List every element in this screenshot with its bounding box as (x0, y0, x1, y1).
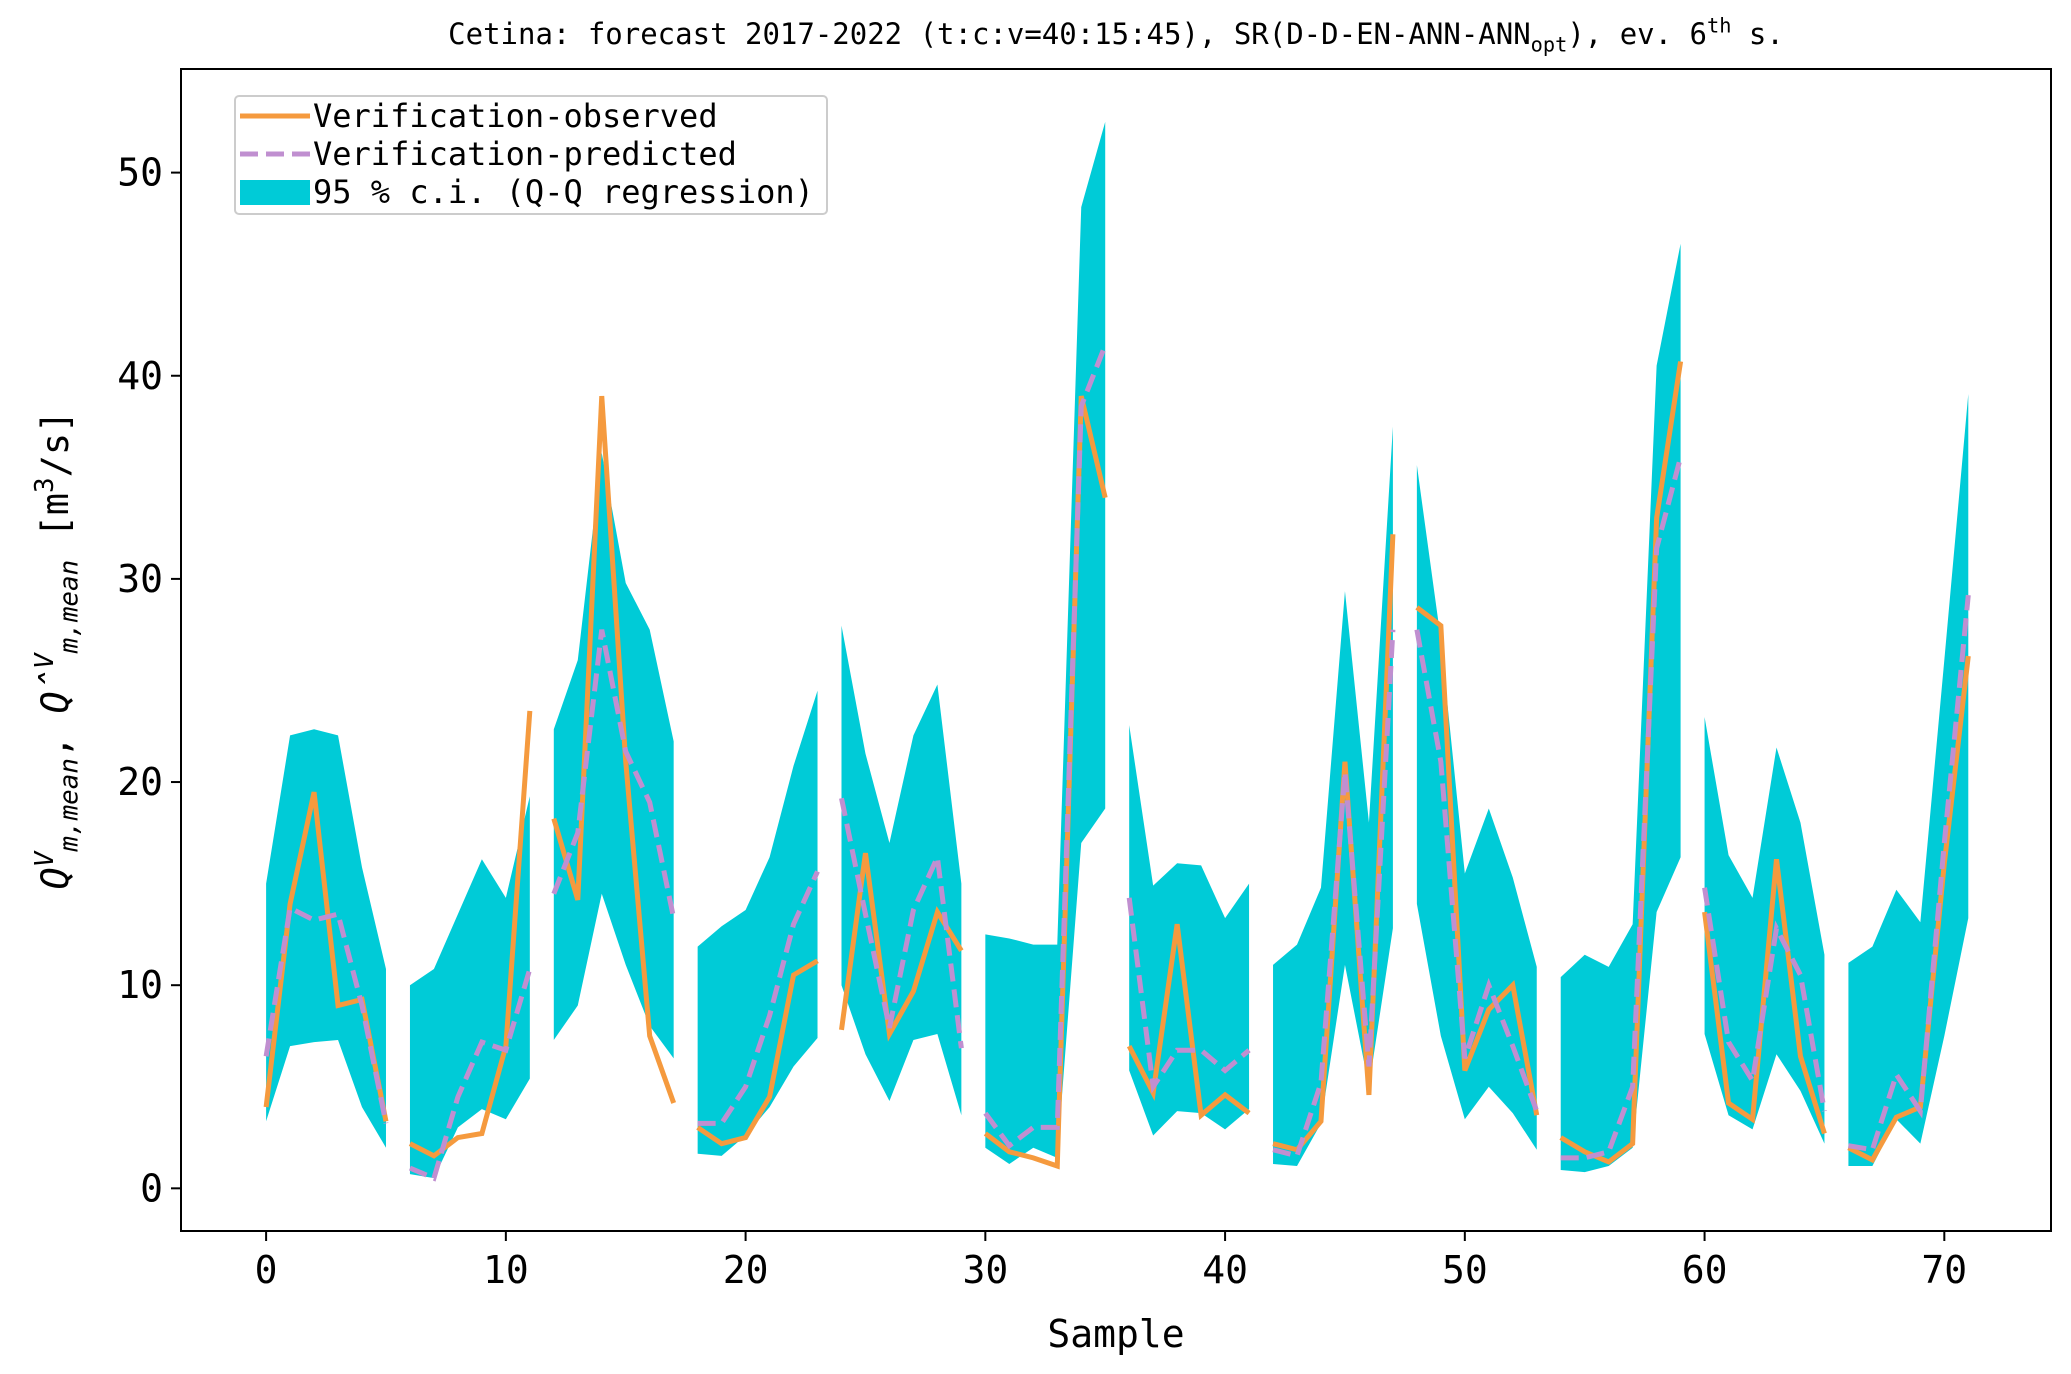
text-part: opt (1531, 32, 1568, 56)
y-tick-label: 20 (117, 760, 163, 804)
text-part: V (30, 652, 60, 669)
observed-line (408, 710, 533, 1159)
text-part: m,mean (54, 758, 84, 853)
axes-frame (180, 68, 2052, 1232)
confidence-band (1704, 717, 1825, 1144)
legend-swatch (240, 180, 310, 205)
legend-label: Verification-predicted (313, 135, 737, 173)
y-tick-label: 30 (117, 557, 163, 601)
text-part: s. (1731, 17, 1783, 51)
predicted-line (1414, 629, 1540, 1113)
x-tick-label: 10 (483, 1248, 529, 1292)
legend-label: Verification-observed (313, 97, 718, 135)
chart-title: Cetina: forecast 2017-2022 (t:c:v=40:15:… (448, 13, 1784, 56)
x-axis-label: Sample (1047, 1312, 1184, 1356)
confidence-band (697, 690, 818, 1156)
text-part: Q (34, 867, 77, 889)
predicted-line (1560, 456, 1684, 1161)
observed-line (696, 958, 819, 1147)
y-tick-label: 50 (117, 151, 163, 195)
observed-line (1415, 605, 1540, 1116)
predicted-line (1702, 887, 1827, 1112)
confidence-band (409, 796, 530, 1179)
text-part: Cetina: forecast 2017-2022 (t:c:v=40:15:… (448, 17, 1531, 51)
confidence-band (985, 121, 1106, 1164)
observed-line (983, 395, 1108, 1170)
observed-line (1847, 655, 1971, 1164)
x-tick-label: 20 (723, 1248, 769, 1292)
predicted-line (263, 904, 389, 1124)
x-tick-label: 60 (1682, 1248, 1728, 1292)
x-tick-label: 40 (1202, 1248, 1248, 1292)
text-part: 3 (30, 477, 60, 493)
text-part: [m (34, 493, 77, 560)
text-part: ), ev. 6 (1567, 17, 1707, 51)
confidence-band (1129, 725, 1250, 1136)
predicted-line (1126, 897, 1251, 1094)
legend-label: 95 % c.i. (Q-Q regression) (313, 173, 814, 211)
x-tick-label: 70 (1921, 1248, 1967, 1292)
confidence-band (553, 452, 674, 1059)
text-part: /s] (34, 411, 77, 478)
text-part: th (1707, 13, 1731, 37)
observed-line (1559, 361, 1684, 1165)
y-tick-label: 0 (140, 1166, 163, 1210)
predicted-line (408, 968, 533, 1182)
y-tick-label: 40 (117, 354, 163, 398)
predicted-line (551, 629, 677, 919)
observed-line (551, 395, 677, 1104)
x-tick-label: 0 (255, 1248, 278, 1292)
text-part: V (30, 850, 60, 867)
legend-box (234, 95, 828, 215)
confidence-band (841, 625, 962, 1116)
predicted-line (1847, 594, 1971, 1153)
confidence-band (266, 729, 386, 1148)
x-tick-label: 30 (962, 1248, 1008, 1292)
text-part: Q̂ (34, 669, 77, 714)
text-part: , (34, 713, 77, 758)
observed-line (1126, 923, 1251, 1121)
y-axis-label: QVm,mean, Q̂Vm,mean [m3/s] (30, 411, 84, 890)
predicted-line (983, 344, 1108, 1150)
confidence-band (1416, 465, 1537, 1150)
predicted-line (839, 797, 964, 1049)
text-part: m,mean (54, 560, 84, 655)
x-tick-label: 50 (1442, 1248, 1488, 1292)
y-tick-label: 10 (117, 963, 163, 1007)
confidence-band (1848, 394, 1969, 1166)
confidence-band (1560, 243, 1681, 1173)
predicted-line (697, 870, 820, 1126)
predicted-line (1272, 629, 1396, 1159)
